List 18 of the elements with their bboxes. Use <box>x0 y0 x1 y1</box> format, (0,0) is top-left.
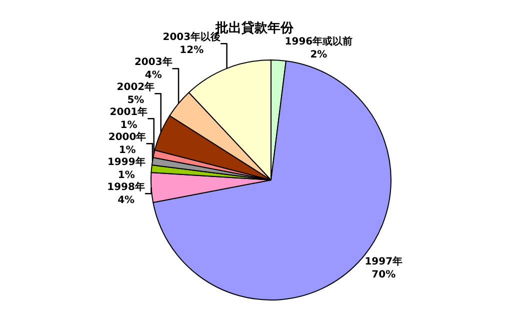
slice-label: 2003年 <box>134 56 172 68</box>
slice-label: 2002年 <box>116 81 155 94</box>
slice-label: 1999年 <box>107 156 146 168</box>
data-label: 1% <box>120 120 138 132</box>
slice-label: 1998年 <box>107 181 145 194</box>
slice-label: 2001年 <box>110 106 148 118</box>
slice-label: 2000年 <box>108 131 146 144</box>
data-label: 12% <box>180 45 204 56</box>
data-label: 4% <box>144 70 162 82</box>
data-label: 5% <box>127 95 144 106</box>
data-label: 2% <box>310 49 328 60</box>
slice-label: 1997年 <box>364 256 403 268</box>
slice-label: 2003年以後 <box>162 31 221 44</box>
data-label: 4% <box>118 195 135 206</box>
data-label: 1% <box>118 145 136 156</box>
slice-label: 1996年或以前 <box>284 35 353 48</box>
data-label: 1% <box>118 170 135 182</box>
data-label: 70% <box>372 270 396 281</box>
